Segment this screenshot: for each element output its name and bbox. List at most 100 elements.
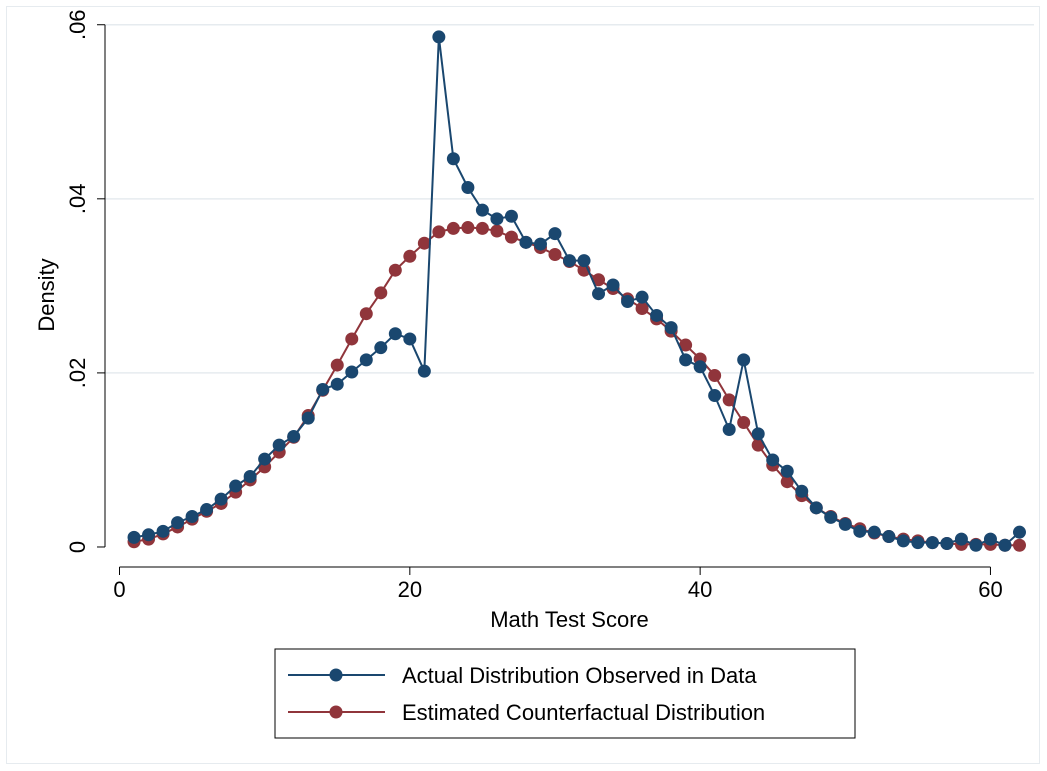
- series-1-point-24: [475, 221, 489, 235]
- series-0-point-57: [954, 532, 968, 546]
- series-1-point-29: [548, 248, 562, 262]
- series-0-point-15: [345, 365, 359, 379]
- series-0-point-25: [490, 212, 504, 226]
- legend-entry-1: Estimated Counterfactual Distribution: [288, 700, 765, 725]
- series-0-point-32: [592, 287, 606, 301]
- chart-frame: [6, 6, 1040, 764]
- series-0-point-54: [911, 536, 925, 550]
- series-0-point-27: [519, 235, 533, 249]
- series-0-point-53: [896, 534, 910, 548]
- series-1-point-40: [708, 369, 722, 383]
- series-0-point-40: [708, 389, 722, 403]
- series-0-point-19: [403, 332, 417, 346]
- series-1-point-35: [635, 301, 649, 315]
- series-0-point-3: [171, 516, 185, 530]
- y-tick-label-3: .06: [65, 9, 90, 40]
- series-0-point-23: [461, 181, 475, 195]
- series-0-point-9: [258, 452, 272, 466]
- x-tick-label-1: 20: [398, 577, 422, 602]
- x-tick-label-3: 60: [978, 577, 1002, 602]
- series-1-point-38: [679, 338, 693, 352]
- series-0-point-6: [214, 492, 228, 506]
- series-0-point-12: [301, 411, 315, 425]
- series-0-point-38: [679, 353, 693, 367]
- series-0-point-14: [330, 377, 344, 391]
- series-0-point-52: [882, 530, 896, 544]
- series-1-point-25: [490, 224, 504, 238]
- series-0-point-42: [737, 353, 751, 367]
- series-0-point-61: [1012, 525, 1026, 539]
- series-0-point-46: [795, 484, 809, 498]
- series-1-line: [133, 226, 1020, 547]
- y-tick-label-1: .02: [65, 358, 90, 389]
- x-tick-label-0: 0: [113, 577, 125, 602]
- x-tick-label-2: 40: [688, 577, 712, 602]
- series-0-point-36: [650, 308, 664, 322]
- series-0-point-49: [838, 517, 852, 531]
- series-0-point-10: [272, 438, 286, 452]
- series-0-point-17: [374, 341, 388, 355]
- legend-entry-0: Actual Distribution Observed in Data: [288, 663, 757, 688]
- series-1-point-42: [737, 416, 751, 430]
- series-0-point-50: [853, 524, 867, 538]
- series-0-point-7: [229, 479, 243, 493]
- series-0: [127, 30, 1026, 552]
- grid-lines: [105, 23, 1034, 374]
- axes: 0 .02 .04 .06 0 20 40 60: [65, 9, 1003, 602]
- series-0-point-16: [359, 353, 373, 367]
- series-1-point-16: [359, 307, 373, 321]
- legend-swatch-marker-0: [329, 668, 343, 682]
- series-0-point-47: [809, 501, 823, 515]
- series-0-point-18: [388, 327, 402, 341]
- series-1-point-43: [751, 438, 765, 452]
- series-0-point-35: [635, 290, 649, 304]
- series-1-point-61: [1012, 538, 1026, 552]
- series-1-point-17: [374, 286, 388, 300]
- series-0-point-34: [621, 295, 635, 309]
- series-1-point-45: [780, 475, 794, 489]
- series-1-point-32: [592, 273, 606, 287]
- series-0-point-41: [722, 422, 736, 436]
- series-1-point-41: [722, 393, 736, 407]
- legend-box: [274, 648, 856, 739]
- series-layer: [127, 30, 1026, 552]
- series-0-point-39: [693, 360, 707, 374]
- series-0-point-4: [185, 510, 199, 524]
- series-1-point-18: [388, 263, 402, 277]
- series-0-point-48: [824, 510, 838, 524]
- series-0-point-30: [563, 254, 576, 268]
- series-0-point-45: [780, 464, 794, 478]
- series-1-point-19: [403, 249, 417, 263]
- series-0-point-44: [766, 453, 780, 467]
- series-0-point-60: [998, 538, 1012, 552]
- series-1-point-15: [345, 332, 359, 346]
- series-0-point-22: [446, 152, 460, 166]
- series-1: [127, 221, 1026, 552]
- series-0-point-0: [127, 530, 141, 544]
- series-1-point-14: [330, 358, 344, 372]
- series-0-point-31: [577, 254, 591, 268]
- legend: Actual Distribution Observed in Data Esti…: [274, 648, 856, 739]
- series-0-point-21: [432, 30, 446, 44]
- legend-swatch-marker-1: [329, 705, 343, 719]
- x-axis-title: Math Test Score: [490, 607, 649, 632]
- series-0-point-51: [867, 525, 881, 539]
- series-0-point-28: [533, 237, 547, 251]
- series-0-point-55: [925, 536, 939, 550]
- y-tick-label-2: .04: [65, 184, 90, 215]
- series-1-point-20: [417, 236, 431, 250]
- series-0-point-20: [417, 364, 431, 378]
- legend-entries: Actual Distribution Observed in Data Esti…: [288, 663, 765, 725]
- series-0-point-43: [751, 427, 765, 441]
- series-0-point-37: [664, 321, 678, 335]
- y-axis-title: Density: [34, 258, 59, 331]
- series-1-point-22: [446, 221, 460, 235]
- series-0-point-13: [316, 382, 330, 396]
- series-1-point-21: [432, 225, 446, 239]
- series-0-point-29: [548, 227, 562, 241]
- series-0-point-8: [243, 469, 257, 483]
- series-0-point-59: [983, 532, 997, 546]
- series-0-point-1: [142, 528, 156, 542]
- series-1-point-26: [504, 230, 518, 244]
